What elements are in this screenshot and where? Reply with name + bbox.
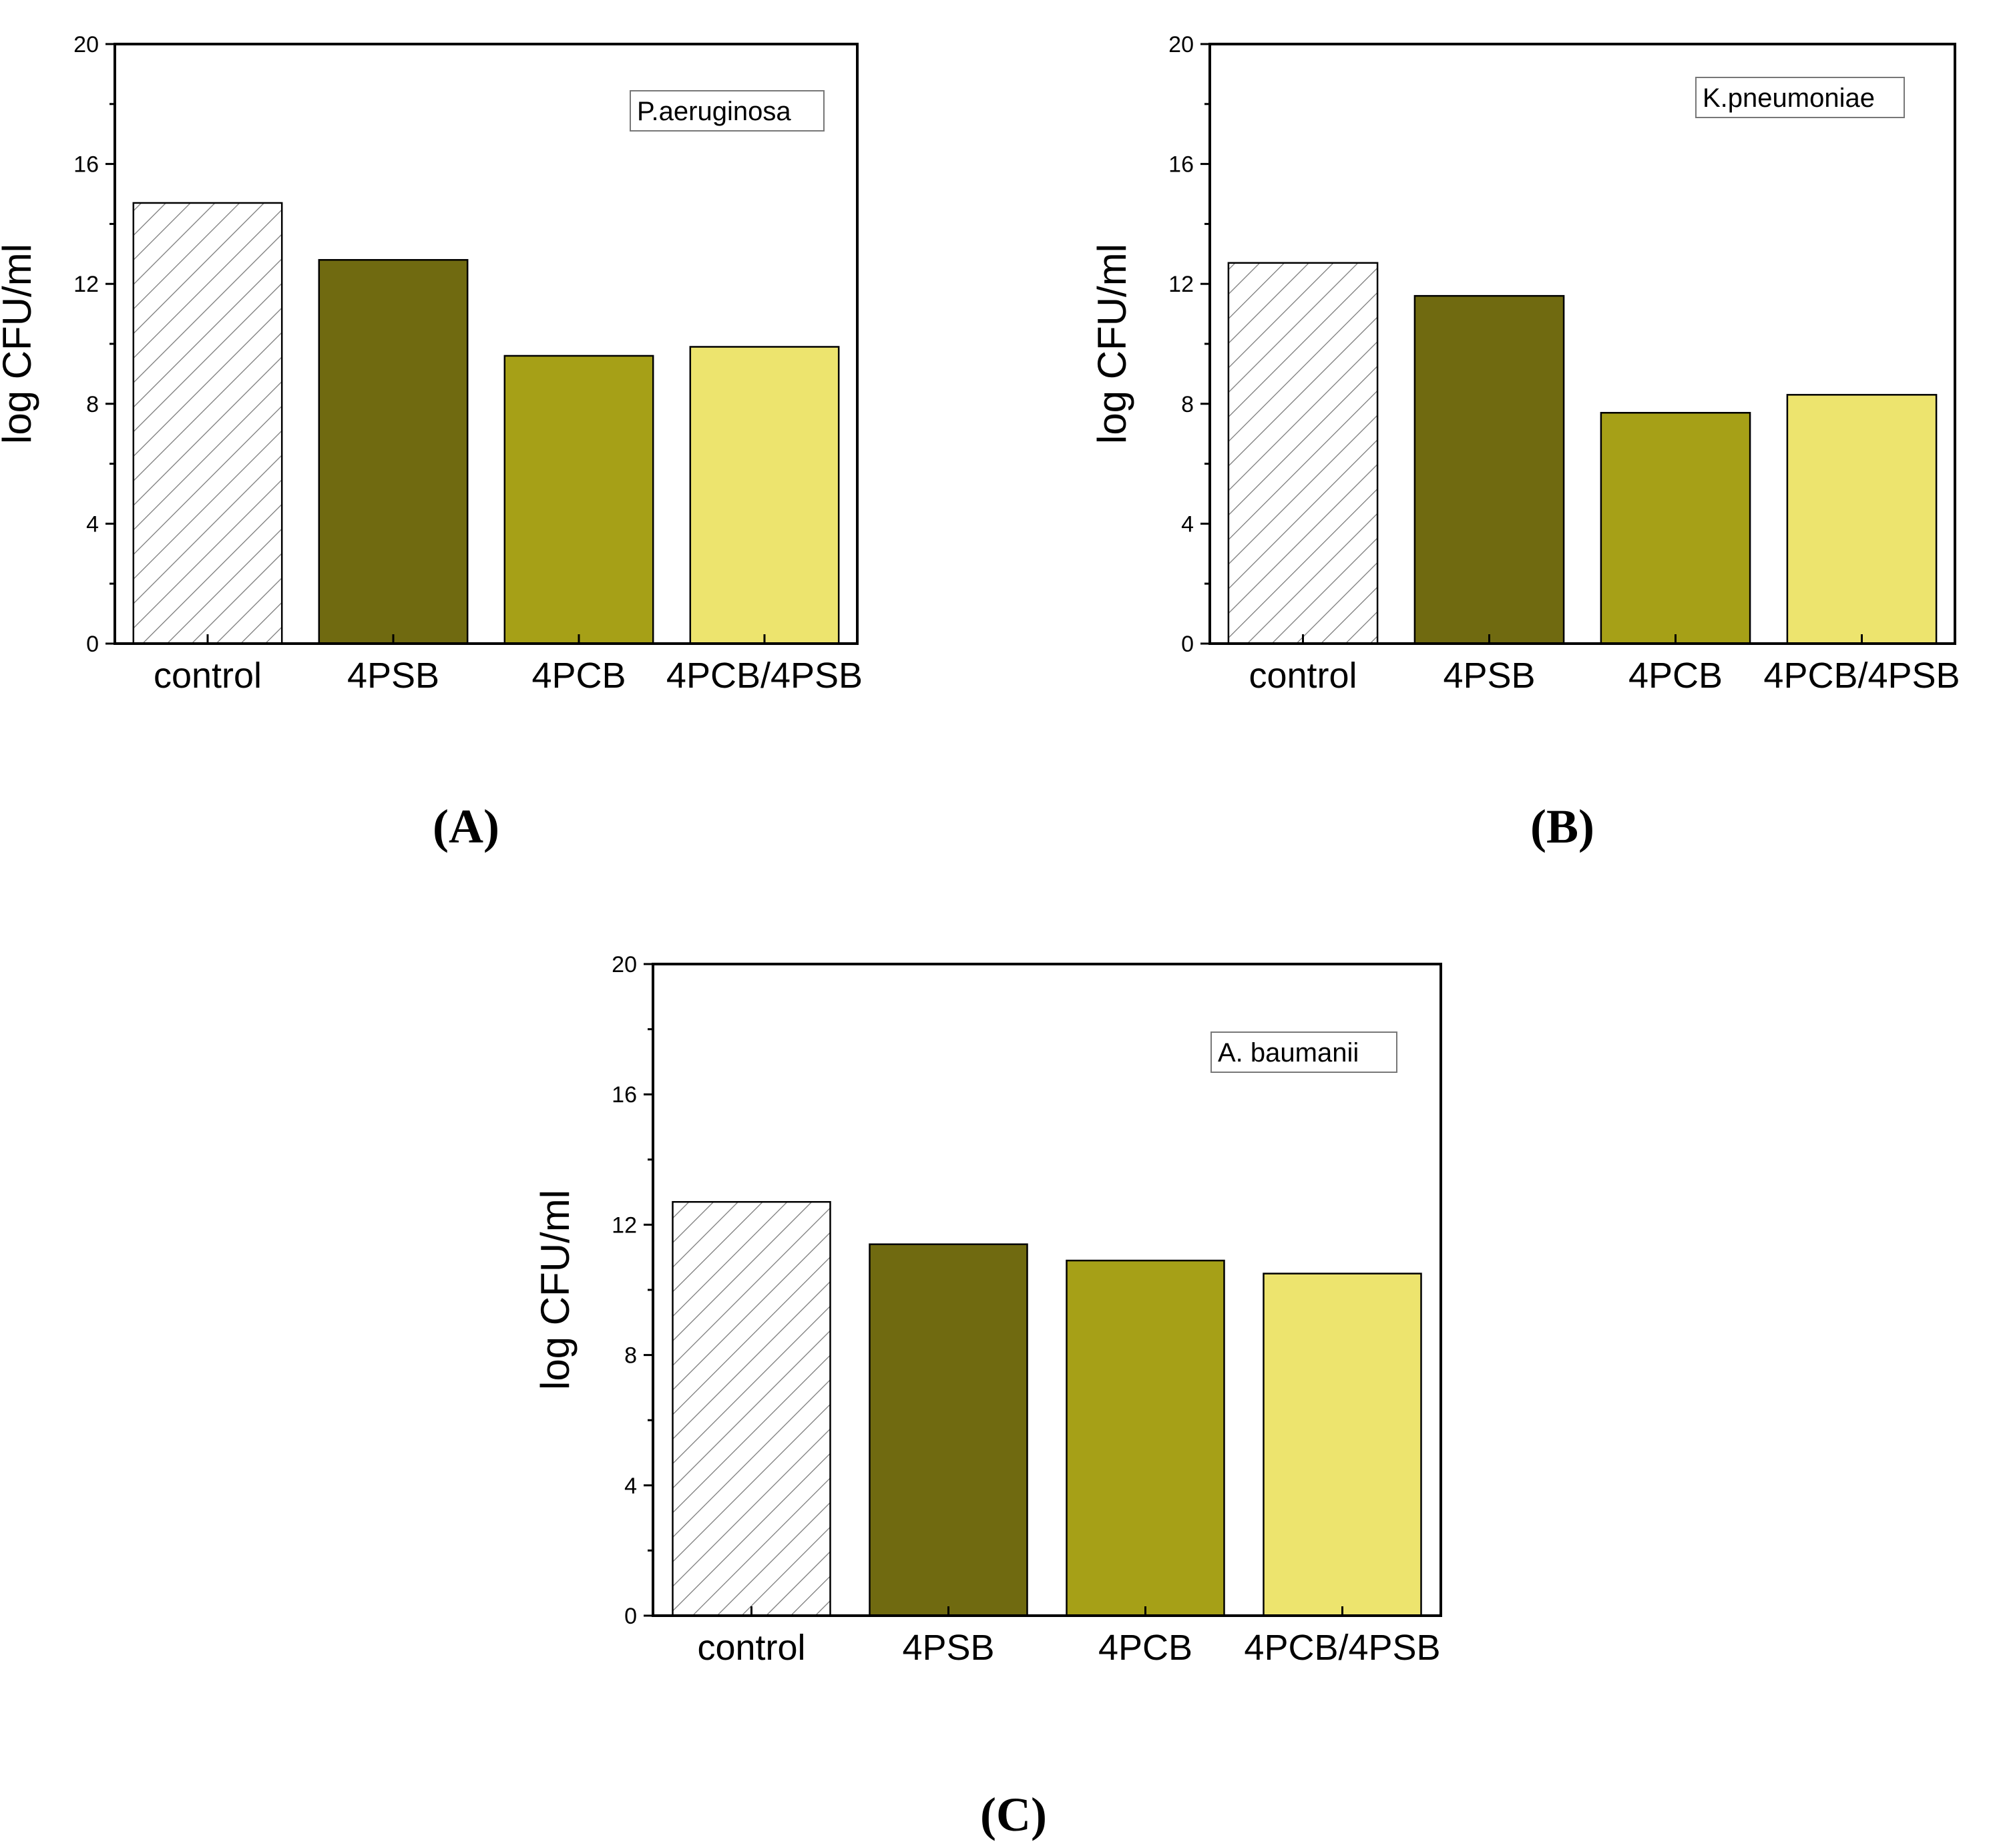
category-label: 4PSB xyxy=(347,656,439,696)
panel-label: (B) xyxy=(1530,800,1594,853)
category-label: control xyxy=(1249,656,1357,696)
y-tick-label: 8 xyxy=(86,392,99,417)
bars xyxy=(1227,262,1938,645)
category-label: 4PCB/4PSB xyxy=(1244,1628,1440,1668)
category-label: control xyxy=(697,1628,805,1668)
y-tick-label: 12 xyxy=(1168,272,1194,297)
y-tick-label: 16 xyxy=(612,1082,637,1108)
category-label: 4PCB xyxy=(1098,1628,1192,1668)
panel-label: (C) xyxy=(980,1788,1047,1841)
legend-label: A. baumanii xyxy=(1218,1038,1359,1068)
y-tick-label: 4 xyxy=(1181,511,1194,537)
y-tick-label: 16 xyxy=(73,152,99,178)
y-axis-ticks: 0 4 8 12 16 20 xyxy=(1168,32,1210,657)
y-axis-title: log CFU/ml xyxy=(533,1190,578,1390)
legend-label: P.aeruginosa xyxy=(637,97,791,126)
legend-box xyxy=(1210,1031,1397,1073)
y-tick-label: 8 xyxy=(1181,392,1194,417)
panel-c: 0 4 8 12 16 20 control 4PSB 4PCB 4PCB/4PSB log C… xyxy=(533,952,1442,1841)
bar-4pcb xyxy=(1066,1259,1225,1617)
bar-4pcb-4psb xyxy=(689,346,840,645)
panel-a: 0 4 8 12 16 20 control 4PSB 4PCB 4PCB/4PSB log C… xyxy=(0,32,863,853)
bar-4pcb-4psb xyxy=(1786,394,1938,645)
y-axis-title: log CFU/ml xyxy=(1090,244,1134,444)
bar-control xyxy=(672,1200,831,1617)
y-tick-label: 0 xyxy=(1181,632,1194,657)
category-label: 4PSB xyxy=(1443,656,1535,696)
panel-b: 0 4 8 12 16 20 control 4PSB 4PCB 4PCB/4PSB log C… xyxy=(1090,32,1960,853)
x-axis-categories: control 4PSB 4PCB 4PCB/4PSB xyxy=(154,634,863,696)
y-tick-label: 4 xyxy=(86,511,99,537)
bar-control xyxy=(1227,262,1379,645)
category-label: control xyxy=(154,656,262,696)
y-tick-label: 16 xyxy=(1168,152,1194,178)
x-axis-categories: control 4PSB 4PCB 4PCB/4PSB xyxy=(697,1606,1441,1668)
legend: A. baumanii xyxy=(1210,1031,1397,1073)
y-tick-label: 4 xyxy=(624,1473,637,1499)
bars xyxy=(132,202,840,645)
bar-4pcb-4psb xyxy=(1263,1273,1422,1617)
bar-4pcb xyxy=(1600,412,1751,645)
category-label: 4PCB/4PSB xyxy=(1763,656,1960,696)
x-axis-categories: control 4PSB 4PCB 4PCB/4PSB xyxy=(1249,634,1960,696)
bar-4psb xyxy=(318,259,469,645)
legend-label: K.pneumoniae xyxy=(1703,83,1875,113)
bar-control xyxy=(132,202,283,645)
legend-box xyxy=(630,90,825,132)
panel-label: (A) xyxy=(433,800,499,853)
y-tick-label: 20 xyxy=(1168,32,1194,57)
y-tick-label: 12 xyxy=(73,272,99,297)
legend-box xyxy=(1695,77,1905,118)
legend: P.aeruginosa xyxy=(630,90,825,132)
y-tick-label: 0 xyxy=(86,632,99,657)
y-tick-label: 20 xyxy=(73,32,99,57)
category-label: 4PCB xyxy=(531,656,626,696)
y-tick-label: 8 xyxy=(624,1343,637,1369)
y-axis-title: log CFU/ml xyxy=(0,244,39,444)
y-tick-label: 0 xyxy=(624,1604,637,1629)
y-axis-ticks: 0 4 8 12 16 20 xyxy=(73,32,115,657)
bars xyxy=(672,1200,1422,1617)
bar-4psb xyxy=(869,1243,1028,1617)
category-label: 4PCB/4PSB xyxy=(666,656,863,696)
bar-4pcb xyxy=(503,355,654,645)
y-axis-ticks: 0 4 8 12 16 20 xyxy=(612,952,653,1629)
legend: K.pneumoniae xyxy=(1695,77,1905,118)
category-label: 4PSB xyxy=(902,1628,994,1668)
bar-4psb xyxy=(1413,294,1565,645)
category-label: 4PCB xyxy=(1628,656,1723,696)
y-tick-label: 12 xyxy=(612,1212,637,1238)
y-tick-label: 20 xyxy=(612,952,637,977)
